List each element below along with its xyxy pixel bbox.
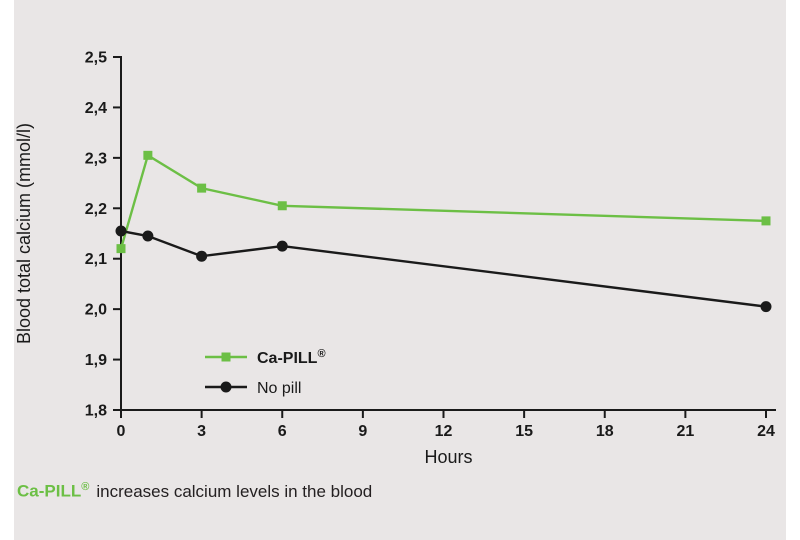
x-tick-label: 21 [676,423,694,440]
data-point-ca-pill [197,183,207,193]
chart-panel [14,0,786,540]
caption-text: increases calcium levels in the blood [96,481,373,501]
legend-marker-no-pill [220,381,232,393]
data-point-no-pill [142,230,154,242]
y-tick-label: 1,8 [85,403,107,420]
x-tick-label: 15 [515,423,533,440]
x-tick-label: 0 [117,423,126,440]
y-tick-label: 2,5 [85,50,107,67]
x-tick-label: 3 [197,423,206,440]
y-tick-label: 2,4 [85,100,107,117]
y-tick-label: 2,0 [85,302,107,319]
calcium-line-chart: 1,8 1,9 2,0 2,1 2,2 2,3 2,4 2,5 0 3 6 9 12 15 18 21 24 Ho… [14,50,776,467]
data-point-no-pill [115,225,127,237]
series-line-ca-pill [119,153,767,249]
y-axis-title: Blood total calcium (mmol/l) [14,123,34,344]
x-tick-label: 6 [278,423,287,440]
data-point-no-pill [196,250,208,262]
x-tick-label: 18 [596,423,614,440]
legend-label-no-pill: No pill [257,380,301,397]
caption-registered-mark: ® [81,481,90,493]
data-point-ca-pill [143,150,153,160]
y-tick-label: 2,2 [85,201,107,218]
series-line-no-pill [120,229,767,308]
y-tick-label: 1,9 [85,352,107,369]
y-tick-label: 2,1 [85,251,107,268]
data-point-ca-pill [761,216,771,226]
legend-label-ca-pill: Ca-PILL® [257,348,326,367]
data-point-ca-pill [277,201,287,211]
x-tick-label: 24 [757,423,775,440]
x-axis-title: Hours [424,447,472,467]
data-point-ca-pill [116,244,126,254]
caption-brand: Ca-PILL [17,481,82,501]
data-point-no-pill [276,240,288,252]
x-tick-label: 12 [435,423,453,440]
data-point-no-pill [760,301,772,313]
x-tick-label: 9 [358,423,367,440]
caption: Ca-PILL® increases calcium levels in the … [17,481,372,502]
y-tick-label: 2,3 [85,150,107,167]
legend-marker-ca-pill [221,352,231,362]
